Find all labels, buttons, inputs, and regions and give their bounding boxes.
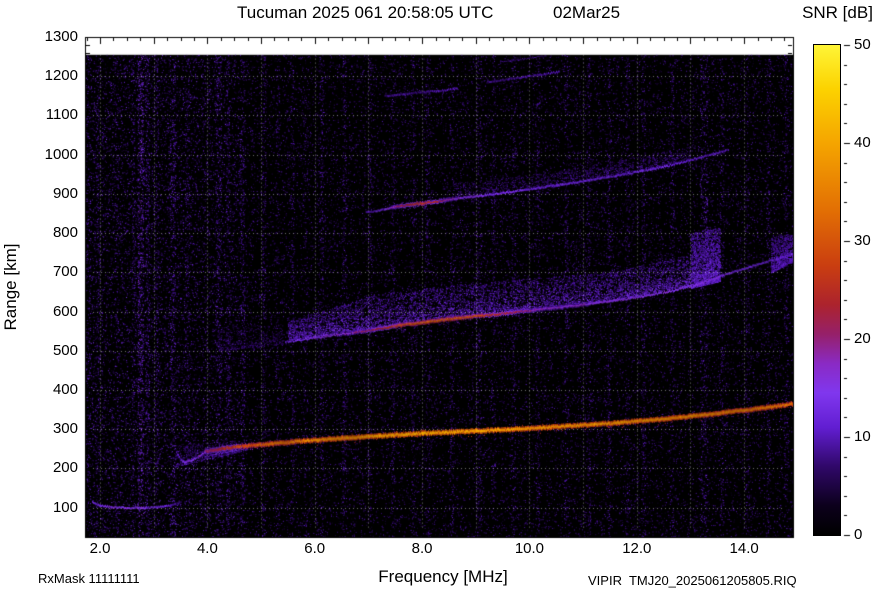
snr-colorbar <box>813 44 841 536</box>
y-tick-label: 1000 <box>44 145 78 163</box>
y-tick-label: 600 <box>52 302 78 320</box>
x-tick-label: 14.0 <box>729 540 759 557</box>
rxmask-label: RxMask 11111111 <box>38 571 140 586</box>
colorbar-title: SNR [dB] <box>802 3 873 22</box>
y-tick-label: 1200 <box>44 67 78 85</box>
x-tick-label: 6.0 <box>304 540 326 557</box>
plot-date: 02Mar25 <box>553 3 621 22</box>
x-tick-label: 10.0 <box>514 540 545 557</box>
y-tick-label: 700 <box>52 263 78 281</box>
x-tick-label: 2.0 <box>89 540 111 557</box>
data-file-label: VIPIR TMJ20_2025061205805.RIQ <box>588 573 797 588</box>
y-tick-label: 900 <box>52 184 78 202</box>
x-tick-label: 12.0 <box>622 540 652 557</box>
colorbar-tick-label: 20 <box>854 330 871 347</box>
x-tick-label: 8.0 <box>411 540 433 557</box>
colorbar-tick-label: 30 <box>854 232 871 249</box>
y-tick-label: 100 <box>52 498 78 516</box>
y-axis-label: Range [km] <box>1 243 20 331</box>
x-tick-label: 4.0 <box>196 540 218 557</box>
x-axis-label: Frequency [MHz] <box>378 567 508 586</box>
y-tick-label: 300 <box>52 420 78 438</box>
y-tick-label: 1100 <box>45 106 78 124</box>
plot-title: Tucuman 2025 061 20:58:05 UTC <box>237 3 494 22</box>
y-tick-label: 200 <box>52 459 78 477</box>
y-tick-label: 1300 <box>44 28 78 45</box>
y-tick-label: 800 <box>52 224 78 242</box>
colorbar-tick-label: 40 <box>854 134 871 151</box>
y-tick-label: 400 <box>52 380 78 398</box>
colorbar-tick-label: 0 <box>854 526 863 543</box>
colorbar-tick-label: 10 <box>854 428 871 445</box>
y-tick-label: 500 <box>52 341 78 359</box>
colorbar-tick-label: 50 <box>854 36 871 53</box>
